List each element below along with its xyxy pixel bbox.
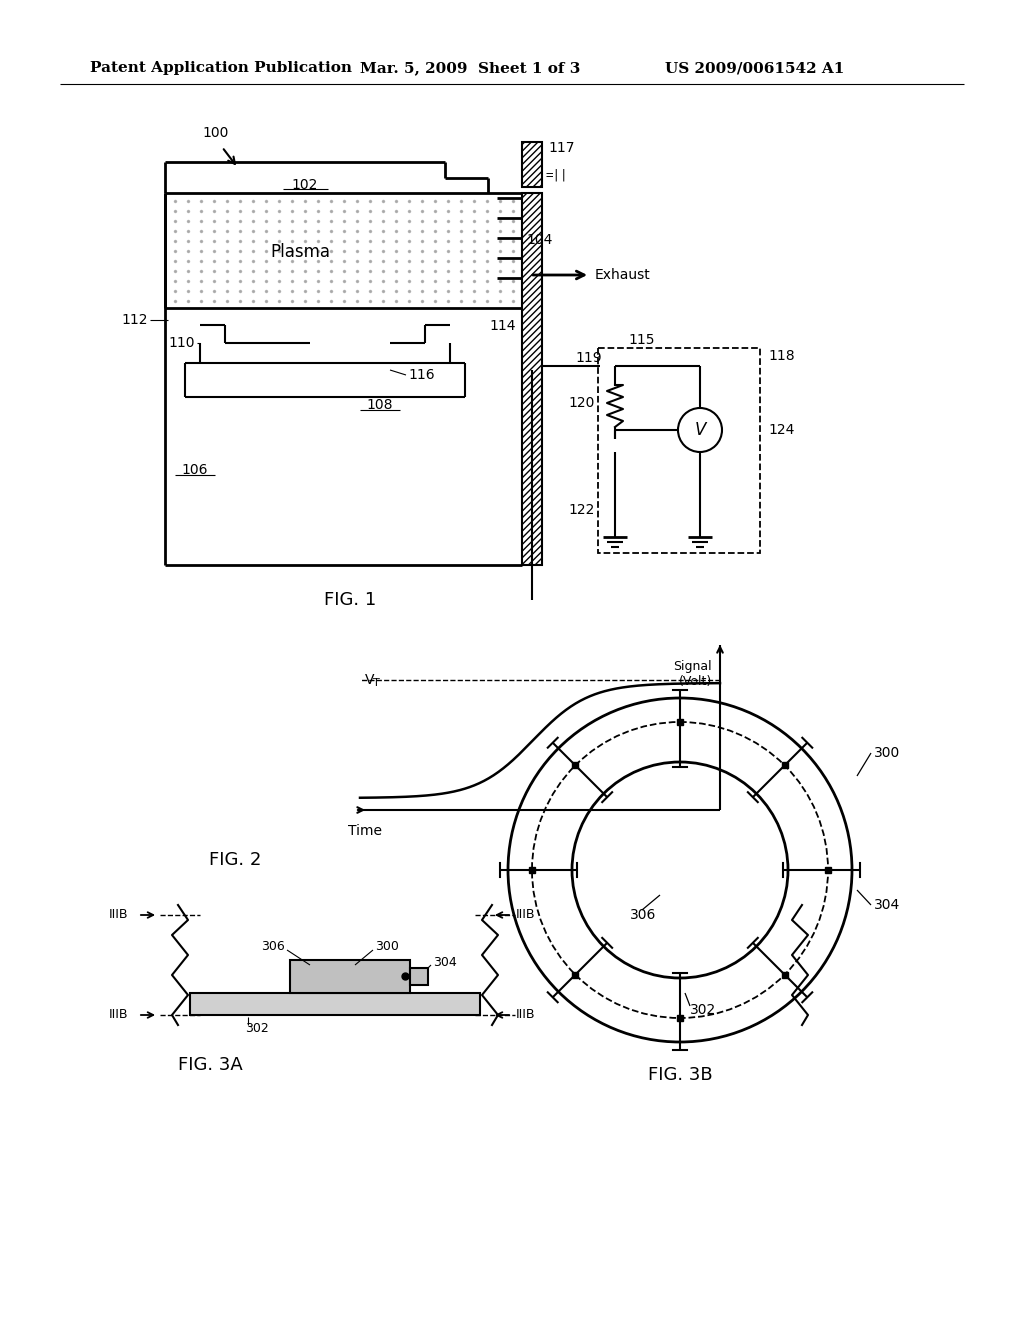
- Text: FIG. 3A: FIG. 3A: [177, 1056, 243, 1074]
- Text: 119: 119: [575, 351, 602, 366]
- Bar: [522, 143, 542, 187]
- Text: Exhaust: Exhaust: [595, 268, 650, 282]
- Text: FIG. 3B: FIG. 3B: [648, 1067, 713, 1084]
- Text: Patent Application Publication: Patent Application Publication: [90, 61, 352, 75]
- Text: US 2009/0061542 A1: US 2009/0061542 A1: [665, 61, 845, 75]
- Text: 100: 100: [202, 125, 228, 140]
- Text: 306: 306: [261, 940, 285, 953]
- Text: 116: 116: [408, 368, 434, 381]
- Text: Signal
(Volt): Signal (Volt): [674, 660, 712, 688]
- Text: 122: 122: [568, 503, 595, 517]
- Text: Mar. 5, 2009  Sheet 1 of 3: Mar. 5, 2009 Sheet 1 of 3: [360, 61, 581, 75]
- Text: IIIB: IIIB: [516, 908, 536, 921]
- Text: 118: 118: [768, 348, 795, 363]
- Text: IIIB: IIIB: [109, 908, 128, 921]
- Text: 104: 104: [526, 234, 552, 247]
- Text: 306: 306: [630, 908, 656, 921]
- Text: IIIB: IIIB: [516, 1008, 536, 1022]
- Text: Time: Time: [348, 824, 382, 838]
- Bar: [410, 968, 428, 985]
- Text: FIG. 1: FIG. 1: [324, 591, 376, 609]
- Text: 300: 300: [874, 746, 900, 760]
- Text: T: T: [373, 678, 380, 688]
- Text: 302: 302: [690, 1003, 716, 1016]
- Text: 106: 106: [181, 463, 208, 477]
- Bar: [522, 193, 542, 565]
- Text: 110: 110: [169, 337, 195, 350]
- Text: V: V: [694, 421, 706, 440]
- Text: 102: 102: [292, 178, 318, 191]
- Text: 120: 120: [568, 396, 595, 411]
- Text: FIG. 2: FIG. 2: [209, 851, 261, 869]
- Bar: [190, 993, 480, 1015]
- Text: 112: 112: [122, 313, 148, 327]
- Text: 300: 300: [375, 940, 399, 953]
- Text: =||: =||: [545, 169, 567, 181]
- Text: 108: 108: [367, 399, 393, 412]
- Text: 304: 304: [433, 956, 457, 969]
- Text: IIIB: IIIB: [109, 1008, 128, 1022]
- Bar: [290, 960, 410, 993]
- Text: 302: 302: [245, 1023, 268, 1035]
- Text: V: V: [365, 673, 375, 686]
- Text: 124: 124: [768, 422, 795, 437]
- Text: 115: 115: [628, 333, 654, 347]
- Text: 114: 114: [489, 319, 516, 333]
- Bar: [598, 348, 760, 553]
- Circle shape: [678, 408, 722, 451]
- Text: Plasma: Plasma: [270, 243, 330, 261]
- Text: 117: 117: [548, 141, 574, 154]
- Text: 304: 304: [874, 898, 900, 912]
